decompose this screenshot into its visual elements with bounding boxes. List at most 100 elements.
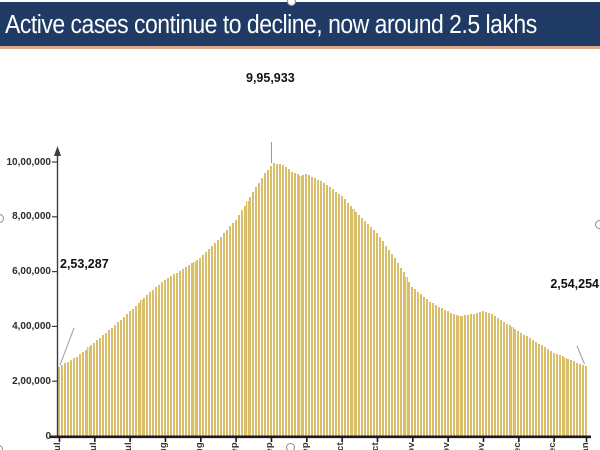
bar bbox=[443, 309, 446, 436]
bar bbox=[537, 343, 541, 436]
active-cases-chart: 0 2,00,000 4,00,000 6,00,000 8,00,000 10… bbox=[0, 52, 600, 450]
bar bbox=[487, 313, 490, 436]
selection-handle-bottom[interactable] bbox=[286, 442, 295, 450]
bar bbox=[66, 361, 69, 436]
x-tick-label: 27-Nov bbox=[476, 442, 487, 450]
bar bbox=[237, 214, 240, 436]
bar bbox=[561, 356, 564, 436]
bar bbox=[152, 289, 155, 436]
bar bbox=[305, 173, 308, 436]
bar bbox=[343, 199, 346, 436]
bar bbox=[184, 267, 187, 436]
bar bbox=[267, 169, 270, 436]
bar bbox=[284, 167, 287, 436]
title-bar: Active cases continue to decline, now ar… bbox=[0, 2, 600, 49]
bar bbox=[523, 334, 526, 436]
y-tick-label: 0 bbox=[45, 430, 51, 442]
bar bbox=[137, 303, 140, 436]
bar bbox=[499, 319, 502, 436]
bar bbox=[231, 222, 234, 436]
bar bbox=[585, 366, 588, 436]
bar bbox=[426, 299, 429, 436]
bar bbox=[431, 303, 435, 436]
bar bbox=[214, 243, 217, 436]
bar bbox=[514, 329, 517, 436]
bar bbox=[399, 267, 402, 436]
bar bbox=[166, 278, 170, 436]
bar bbox=[255, 187, 258, 436]
y-tick-label: 8,00,000 bbox=[12, 211, 51, 223]
bar bbox=[225, 229, 228, 436]
bar bbox=[317, 179, 320, 436]
bar bbox=[90, 345, 93, 436]
bar bbox=[408, 281, 411, 436]
bar bbox=[473, 313, 476, 436]
x-tick-label: 10-Oct bbox=[335, 442, 346, 450]
bar bbox=[558, 355, 561, 436]
bar bbox=[384, 245, 387, 436]
bar bbox=[108, 330, 111, 436]
bar bbox=[573, 361, 576, 436]
selection-handle-left[interactable] bbox=[0, 213, 4, 223]
bar bbox=[452, 313, 455, 436]
bar bbox=[505, 323, 508, 436]
bar bbox=[72, 358, 75, 436]
bar bbox=[484, 312, 488, 436]
bar bbox=[146, 294, 149, 436]
annotation-end-value: 2,54,254 bbox=[550, 277, 599, 291]
bar bbox=[60, 364, 64, 436]
y-tick-label: 6,00,000 bbox=[12, 266, 51, 278]
bar bbox=[434, 304, 437, 436]
bar bbox=[467, 314, 470, 436]
x-tick-label: 30-Jul bbox=[123, 442, 134, 450]
bar bbox=[334, 191, 337, 436]
chart-headline: Active cases continue to decline, now ar… bbox=[5, 8, 537, 38]
bar bbox=[461, 315, 464, 436]
x-tick-label: 04-Sep bbox=[229, 442, 240, 450]
bar bbox=[349, 205, 352, 436]
bar bbox=[340, 196, 343, 436]
bar bbox=[464, 315, 467, 436]
bar bbox=[440, 308, 443, 436]
bar bbox=[125, 314, 128, 436]
bar bbox=[272, 163, 276, 436]
bar bbox=[178, 270, 181, 436]
bar bbox=[373, 230, 376, 436]
bar bbox=[390, 253, 393, 436]
bar bbox=[187, 265, 190, 436]
bar bbox=[102, 335, 105, 436]
annotation-peak-value: 9,95,933 bbox=[246, 71, 295, 85]
bar bbox=[219, 236, 223, 436]
bar bbox=[328, 187, 331, 436]
x-tick-label: 06-Jul bbox=[52, 442, 63, 450]
bar bbox=[119, 319, 122, 436]
x-tick-label: 03-Nov bbox=[406, 442, 417, 450]
bar bbox=[579, 363, 582, 436]
bar bbox=[75, 356, 78, 436]
bar bbox=[455, 315, 458, 436]
bar bbox=[381, 241, 384, 436]
bar bbox=[540, 345, 543, 436]
bar bbox=[93, 342, 96, 436]
bar bbox=[570, 360, 573, 436]
bar bbox=[302, 174, 305, 436]
bar bbox=[217, 240, 220, 436]
x-tick-label: 23-Aug bbox=[194, 442, 205, 450]
bar bbox=[576, 362, 579, 436]
x-tick-label: 15-Nov bbox=[441, 442, 452, 450]
bar bbox=[99, 337, 102, 436]
bar bbox=[320, 181, 323, 436]
bar bbox=[411, 286, 414, 436]
bar bbox=[111, 327, 114, 436]
bar bbox=[211, 246, 214, 436]
selection-handle-right[interactable] bbox=[594, 220, 600, 229]
bar bbox=[113, 325, 117, 436]
bar bbox=[287, 169, 290, 436]
bar bbox=[202, 254, 205, 436]
bar bbox=[149, 292, 152, 436]
bar bbox=[337, 193, 340, 436]
selection-handle-top[interactable] bbox=[286, 0, 296, 6]
bar bbox=[252, 192, 255, 436]
bar bbox=[564, 357, 567, 436]
bar bbox=[84, 349, 87, 436]
